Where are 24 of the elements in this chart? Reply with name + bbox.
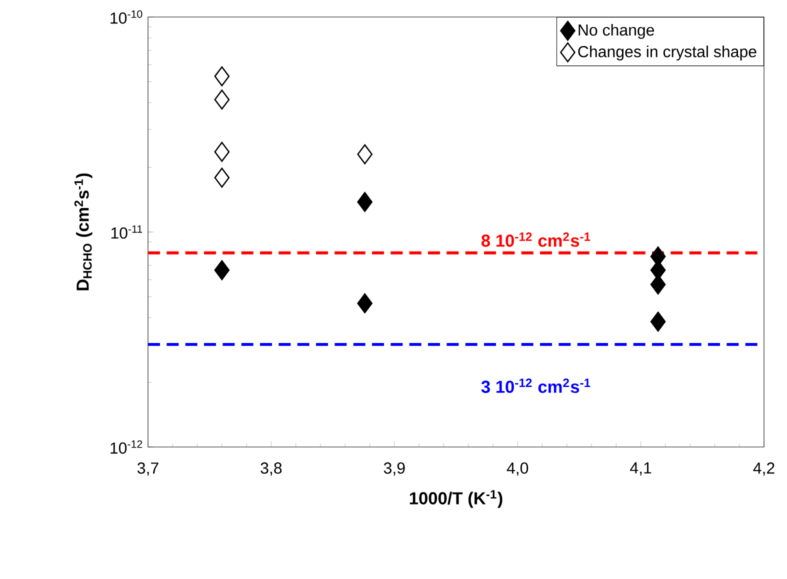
legend-label: Changes in crystal shape bbox=[578, 46, 756, 60]
legend-label: No change bbox=[578, 24, 654, 39]
x-tick-label: 4,0 bbox=[506, 462, 528, 476]
point bbox=[357, 144, 373, 164]
x-tick-label: 3,9 bbox=[384, 462, 405, 476]
point bbox=[214, 90, 230, 110]
ref-line-label: 3 10$^{-12}$ cm$^{2}$s$^{-1}$ bbox=[481, 378, 590, 393]
x-tick-label: 3,8 bbox=[260, 462, 282, 476]
x-tick-label: 3,7 bbox=[137, 462, 158, 476]
x-tick-label: 4,1 bbox=[630, 462, 652, 476]
point bbox=[357, 293, 373, 314]
point bbox=[214, 260, 230, 280]
y-tick-label: 10$^{-11}$ bbox=[111, 225, 142, 239]
y-axis-title: D$_{HCHO}$ (cm$^{2}$s$^{-1}$) bbox=[74, 173, 92, 290]
point bbox=[214, 66, 230, 86]
point bbox=[214, 142, 230, 162]
ref-line-label: 8 10$^{-12}$ cm$^{2}$s$^{-1}$ bbox=[481, 232, 590, 247]
point bbox=[214, 168, 230, 188]
point bbox=[650, 312, 666, 332]
y-tick-label: 10$^{-10}$ bbox=[110, 10, 142, 24]
point bbox=[357, 192, 373, 212]
x-axis-title: 1000/T (K$^{-1}$) bbox=[410, 490, 502, 508]
y-tick-label: 10$^{-12}$ bbox=[110, 440, 142, 454]
x-tick-label: 4,2 bbox=[753, 462, 774, 476]
